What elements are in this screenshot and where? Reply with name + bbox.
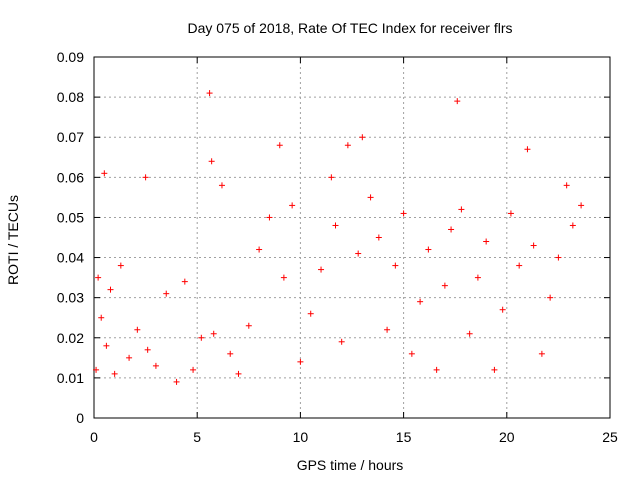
- data-point: [266, 214, 273, 221]
- data-point: [95, 274, 102, 281]
- data-point: [433, 366, 440, 373]
- data-point: [425, 246, 432, 253]
- data-point: [289, 202, 296, 209]
- data-point: [111, 370, 118, 377]
- y-axis-label: ROTI / TECUs: [5, 195, 21, 285]
- data-point: [375, 234, 382, 241]
- data-point: [569, 222, 576, 229]
- data-point: [117, 262, 124, 269]
- data-point: [98, 314, 105, 321]
- data-point: [142, 174, 149, 181]
- x-tick-label: 5: [193, 429, 201, 445]
- data-point: [256, 246, 263, 253]
- data-point: [190, 366, 197, 373]
- data-point: [408, 350, 415, 357]
- data-point: [297, 358, 304, 365]
- data-point: [307, 310, 314, 317]
- x-tick-label: 25: [602, 429, 618, 445]
- y-tick-label: 0.04: [57, 250, 84, 266]
- x-axis-label: GPS time / hours: [297, 457, 404, 473]
- data-point: [181, 278, 188, 285]
- data-point: [367, 194, 374, 201]
- data-point: [93, 366, 100, 373]
- data-point: [417, 298, 424, 305]
- x-tick-label: 15: [396, 429, 412, 445]
- data-point: [218, 182, 225, 189]
- data-point: [400, 210, 407, 217]
- data-point: [163, 290, 170, 297]
- data-point: [448, 226, 455, 233]
- y-tick-label: 0.07: [57, 129, 84, 145]
- data-point: [483, 238, 490, 245]
- data-point: [245, 322, 252, 329]
- data-point: [280, 274, 287, 281]
- data-point: [126, 354, 133, 361]
- data-point: [152, 362, 159, 369]
- data-point: [210, 330, 217, 337]
- data-point: [107, 286, 114, 293]
- axis-ticks: [93, 56, 611, 419]
- data-point: [466, 330, 473, 337]
- data-point: [555, 254, 562, 261]
- data-point: [318, 266, 325, 273]
- x-tick-label: 20: [499, 429, 515, 445]
- data-point: [530, 242, 537, 249]
- data-point: [507, 210, 514, 217]
- data-point: [359, 134, 366, 141]
- data-point: [328, 174, 335, 181]
- grid: [94, 57, 610, 418]
- data-point: [458, 206, 465, 213]
- data-point: [227, 350, 234, 357]
- data-point: [499, 306, 506, 313]
- data-points: [93, 90, 585, 385]
- data-point: [516, 262, 523, 269]
- data-point: [101, 170, 108, 177]
- data-point: [392, 262, 399, 269]
- data-point: [547, 294, 554, 301]
- y-tick-label: 0.05: [57, 209, 84, 225]
- data-point: [524, 146, 531, 153]
- data-point: [344, 142, 351, 149]
- data-point: [454, 98, 461, 105]
- data-point: [384, 326, 391, 333]
- data-point: [538, 350, 545, 357]
- data-point: [276, 142, 283, 149]
- data-point: [173, 378, 180, 385]
- data-point: [355, 250, 362, 257]
- data-point: [103, 342, 110, 349]
- data-point: [441, 282, 448, 289]
- y-tick-label: 0.01: [57, 370, 84, 386]
- y-tick-label: 0: [76, 410, 84, 426]
- y-tick-labels: 0 0.01 0.02 0.03 0.04 0.05 0.06 0.07 0.08 0.09: [57, 49, 84, 426]
- y-tick-label: 0.09: [57, 49, 84, 65]
- x-tick-label: 0: [90, 429, 98, 445]
- x-tick-labels: 0 5 10 15 20 25: [90, 429, 618, 445]
- data-point: [208, 158, 215, 165]
- data-point: [338, 338, 345, 345]
- data-point: [235, 370, 242, 377]
- y-tick-label: 0.03: [57, 290, 84, 306]
- y-tick-label: 0.02: [57, 330, 84, 346]
- y-tick-label: 0.08: [57, 89, 84, 105]
- data-point: [563, 182, 570, 189]
- data-point: [578, 202, 585, 209]
- chart-title: Day 075 of 2018, Rate Of TEC Index for r…: [187, 20, 512, 36]
- data-point: [144, 346, 151, 353]
- y-tick-label: 0.06: [57, 169, 84, 185]
- plot-area: [93, 56, 611, 419]
- data-point: [474, 274, 481, 281]
- data-point: [134, 326, 141, 333]
- data-point: [206, 90, 213, 97]
- data-point: [491, 366, 498, 373]
- x-tick-label: 10: [293, 429, 309, 445]
- data-point: [198, 334, 205, 341]
- data-point: [332, 222, 339, 229]
